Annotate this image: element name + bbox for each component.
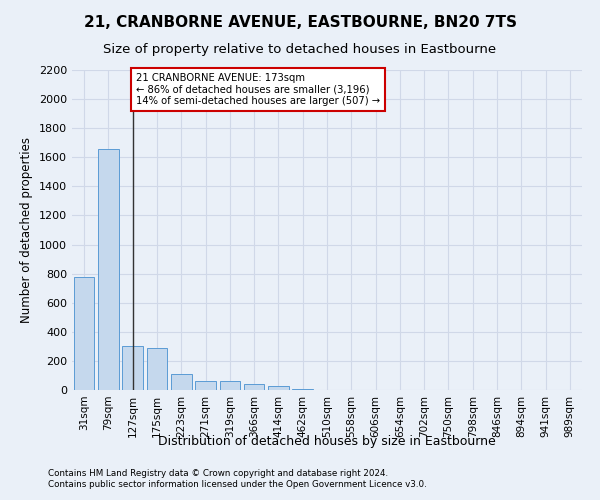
Bar: [268, 386, 289, 390]
Bar: [74, 276, 94, 390]
Bar: [220, 382, 240, 390]
Text: Size of property relative to detached houses in Eastbourne: Size of property relative to detached ho…: [103, 42, 497, 56]
Text: Contains public sector information licensed under the Open Government Licence v3: Contains public sector information licen…: [48, 480, 427, 489]
Text: 21 CRANBORNE AVENUE: 173sqm
← 86% of detached houses are smaller (3,196)
14% of : 21 CRANBORNE AVENUE: 173sqm ← 86% of det…: [136, 73, 380, 106]
Text: 21, CRANBORNE AVENUE, EASTBOURNE, BN20 7TS: 21, CRANBORNE AVENUE, EASTBOURNE, BN20 7…: [83, 15, 517, 30]
Bar: [122, 346, 143, 390]
Bar: [195, 380, 216, 390]
Bar: [244, 384, 265, 390]
Bar: [146, 348, 167, 390]
Text: Distribution of detached houses by size in Eastbourne: Distribution of detached houses by size …: [158, 435, 496, 448]
Bar: [171, 374, 191, 390]
Y-axis label: Number of detached properties: Number of detached properties: [20, 137, 34, 323]
Text: Contains HM Land Registry data © Crown copyright and database right 2024.: Contains HM Land Registry data © Crown c…: [48, 468, 388, 477]
Bar: [98, 148, 119, 390]
